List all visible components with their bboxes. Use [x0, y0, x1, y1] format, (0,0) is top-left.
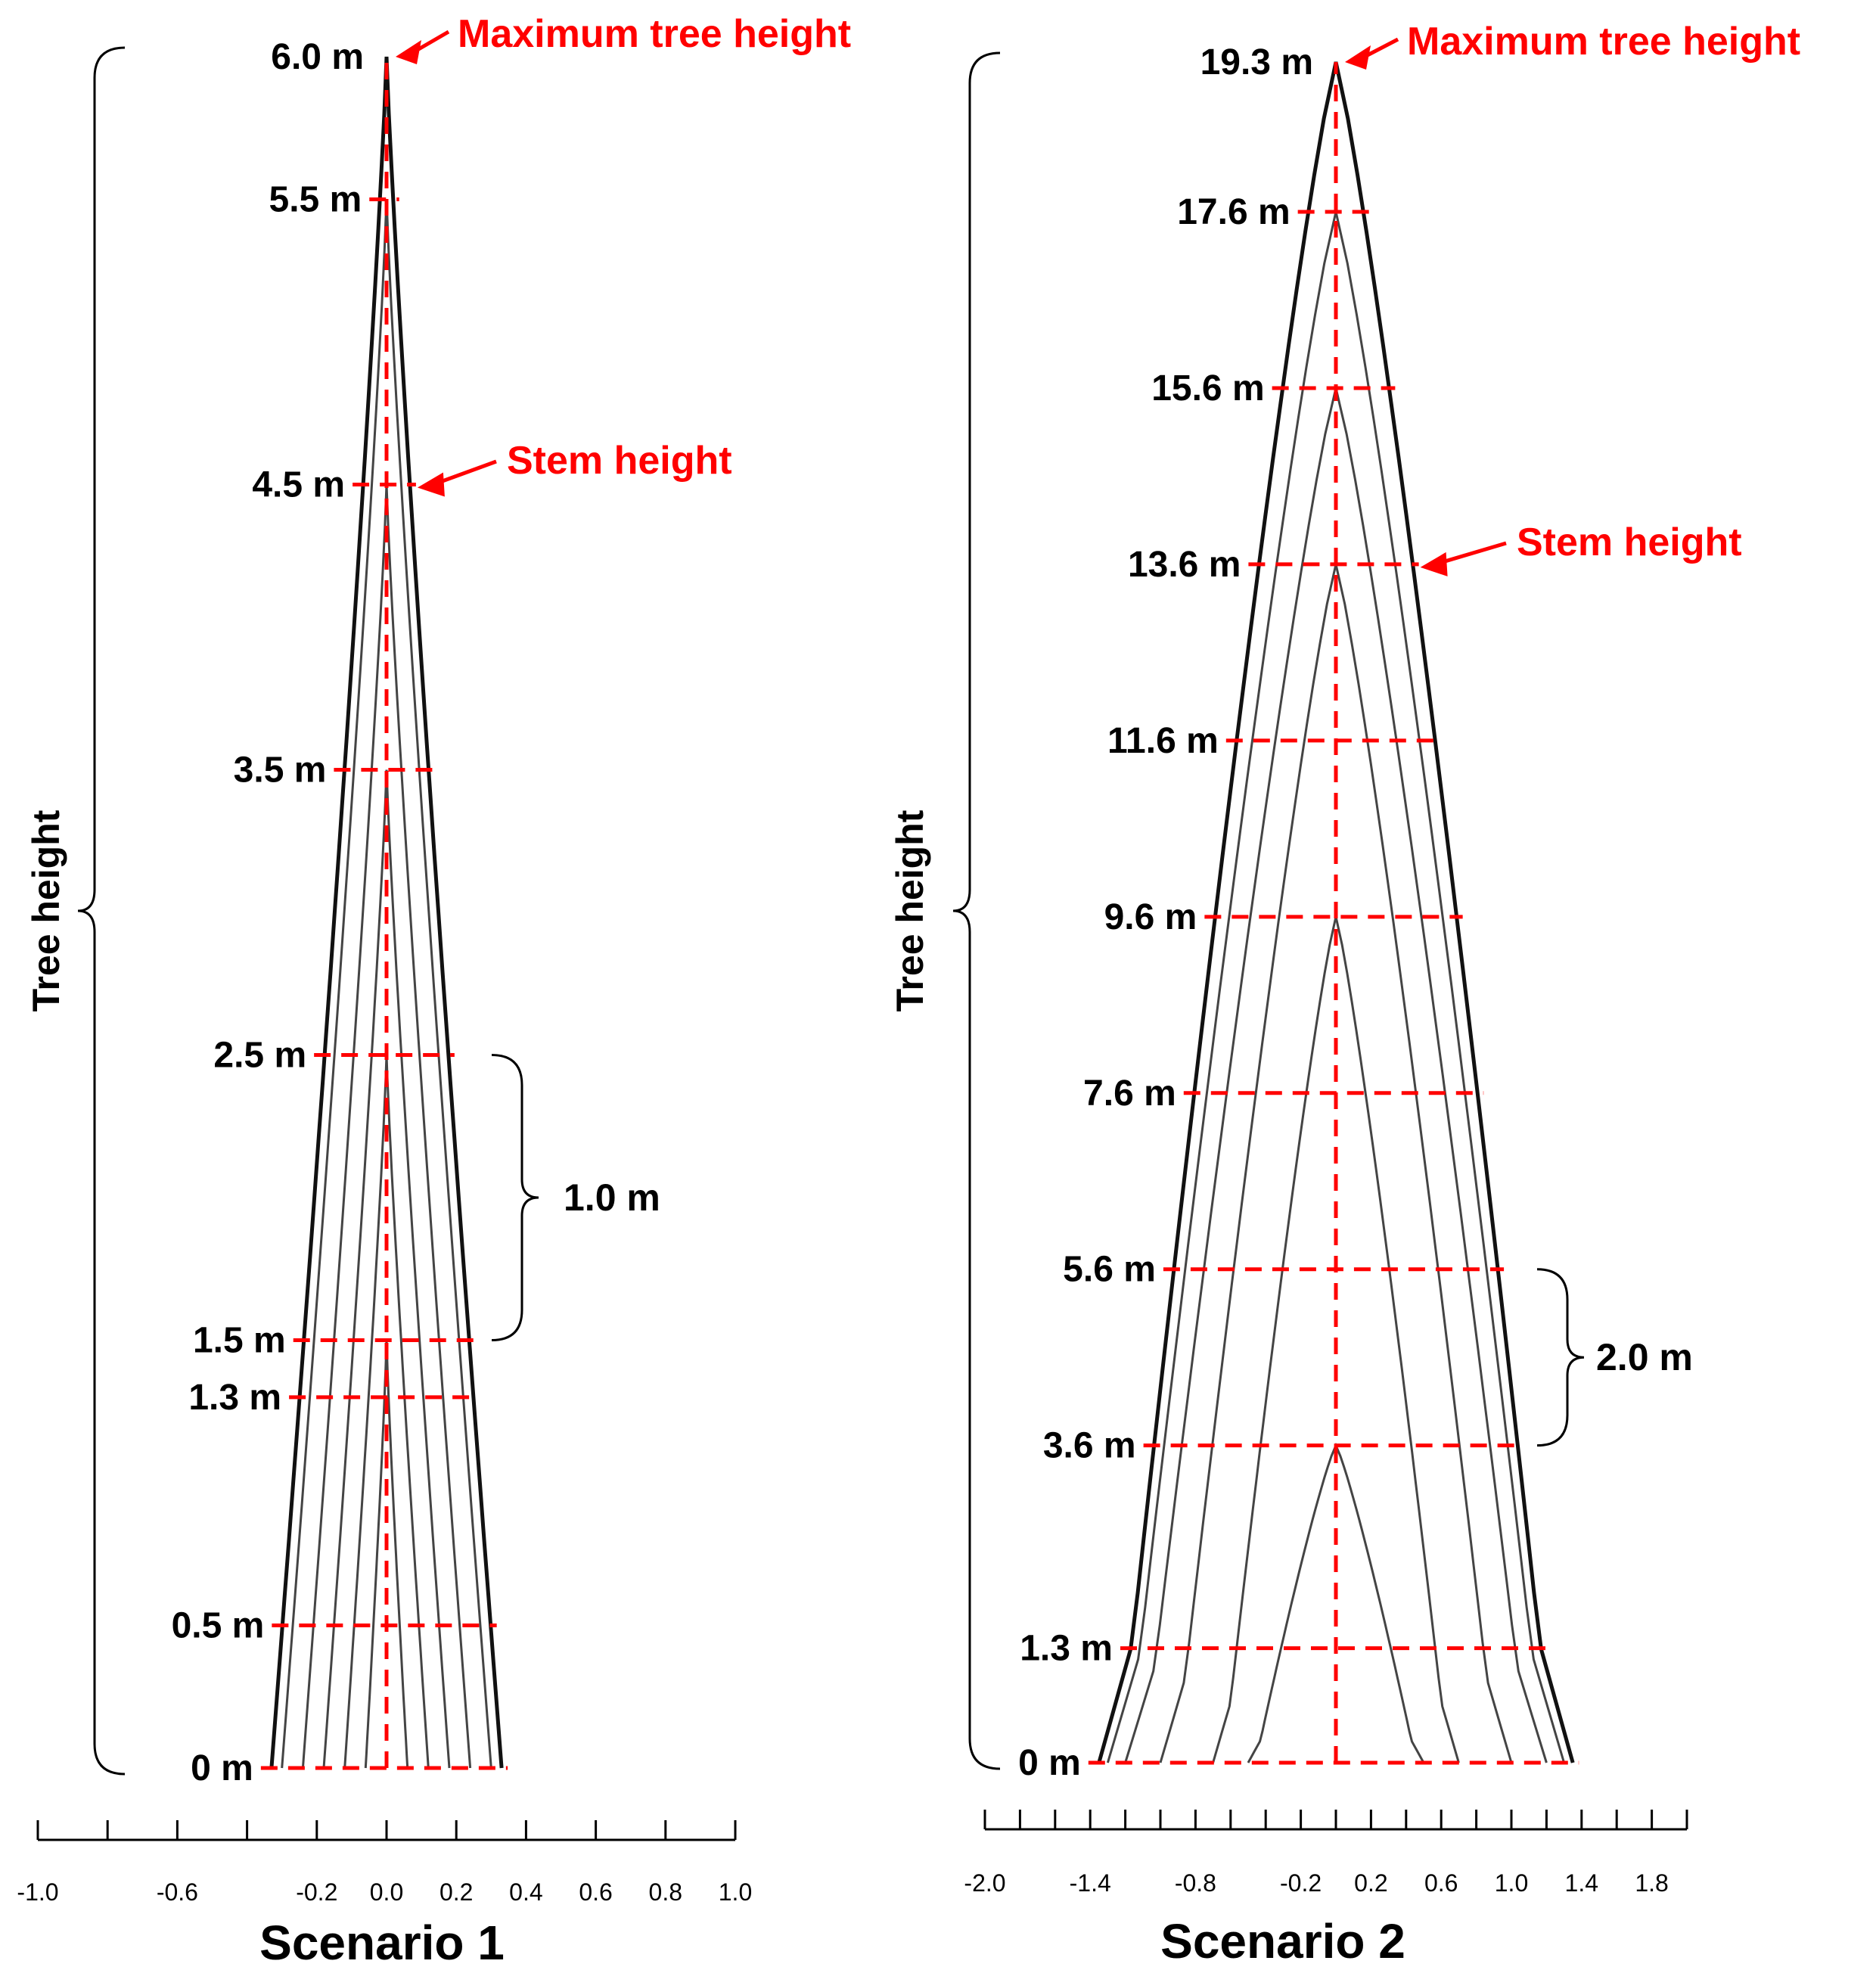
- height-label: 4.5 m: [252, 465, 345, 505]
- height-label: 5.5 m: [269, 180, 362, 220]
- height-label: 2.5 m: [213, 1036, 306, 1076]
- x-tick-label: -1.0: [17, 1878, 58, 1906]
- x-tick-label: 0.2: [439, 1878, 473, 1906]
- scenario-2-tree-height-label: Tree height: [889, 809, 931, 1011]
- height-label: 0 m: [1018, 1743, 1081, 1783]
- height-label: 0.5 m: [172, 1606, 265, 1646]
- x-tick-label: 0.2: [1354, 1869, 1387, 1897]
- height-label: 11.6 m: [1107, 721, 1219, 761]
- stem-outline: [322, 769, 451, 1769]
- stem-height-arrow-shaft: [436, 459, 497, 485]
- x-tick-label: 1.8: [1635, 1869, 1668, 1897]
- x-tick-label: 1.0: [719, 1878, 752, 1906]
- height-label: 3.6 m: [1043, 1426, 1136, 1466]
- x-tick-label: 0.6: [579, 1878, 612, 1906]
- height-label: 1.5 m: [193, 1321, 286, 1361]
- x-tick-label: 1.0: [1495, 1869, 1528, 1897]
- scenario-1-stem-height-label: Stem height: [507, 439, 732, 483]
- x-tick-label: 0.8: [649, 1878, 682, 1906]
- stem-outline: [1247, 1442, 1425, 1763]
- x-tick-label: -0.2: [1280, 1869, 1322, 1897]
- x-tick-label: -2.0: [964, 1869, 1005, 1897]
- height-label: 1.3 m: [188, 1378, 281, 1418]
- stem-height-arrow-head: [1420, 552, 1448, 576]
- x-tick-label: 0.0: [370, 1878, 403, 1906]
- scenario-1-tree-height-label: Tree height: [25, 809, 67, 1011]
- scenario-2-max-height-label: Maximum tree height: [1407, 20, 1800, 64]
- scenario-2-height-markers: [1088, 62, 1579, 1765]
- x-tick-label: -0.2: [296, 1878, 337, 1906]
- scenario-2-stem-height-label: Stem height: [1517, 520, 1742, 564]
- max-height-arrow-head: [1345, 45, 1371, 70]
- height-label: 7.6 m: [1083, 1074, 1176, 1114]
- scenario-2-interval-label: 2.0 m: [1596, 1336, 1693, 1378]
- interval-bracket: [1536, 1268, 1585, 1447]
- height-label: 13.6 m: [1128, 545, 1241, 585]
- scenario-2-panel: Scenario 2 Tree height 2.0 m Maximum tre…: [889, 20, 1800, 1968]
- height-label: 19.3 m: [1200, 42, 1313, 82]
- x-tick-label: 0.6: [1424, 1869, 1458, 1897]
- height-label: 6.0 m: [271, 37, 364, 77]
- x-tick-label: -0.8: [1175, 1869, 1216, 1897]
- height-label: 9.6 m: [1104, 897, 1197, 937]
- height-label: 1.3 m: [1020, 1629, 1113, 1669]
- scenario-1-panel: Scenario 1 Tree height 1.0 m Maximum tre…: [17, 12, 851, 1970]
- stem-outline: [269, 56, 504, 1769]
- x-tick-label: -1.4: [1070, 1869, 1111, 1897]
- x-tick-label: -0.6: [157, 1878, 198, 1906]
- scenario-1-max-height-label: Maximum tree height: [458, 12, 851, 56]
- stem-height-arrow-head: [417, 472, 445, 497]
- tree-height-bracket: [952, 51, 1001, 1770]
- max-height-arrow-head: [396, 40, 421, 64]
- x-tick-label: 0.4: [509, 1878, 542, 1906]
- tree-height-bracket: [77, 46, 126, 1776]
- height-label: 5.6 m: [1063, 1250, 1156, 1290]
- scenario-2-title: Scenario 2: [1160, 1914, 1405, 1968]
- scenario-1-interval-label: 1.0 m: [564, 1176, 660, 1219]
- stem-outline: [281, 199, 492, 1769]
- interval-bracket: [491, 1054, 539, 1341]
- stem-height-arrow-shaft: [1439, 541, 1507, 565]
- height-label: 3.5 m: [234, 750, 327, 791]
- scenario-1-height-markers: [260, 57, 508, 1770]
- height-label: 0 m: [191, 1748, 253, 1788]
- scenario-1-title: Scenario 1: [259, 1916, 505, 1970]
- x-tick-label: 1.4: [1565, 1869, 1598, 1897]
- height-label: 17.6 m: [1177, 192, 1290, 232]
- height-label: 15.6 m: [1151, 368, 1264, 409]
